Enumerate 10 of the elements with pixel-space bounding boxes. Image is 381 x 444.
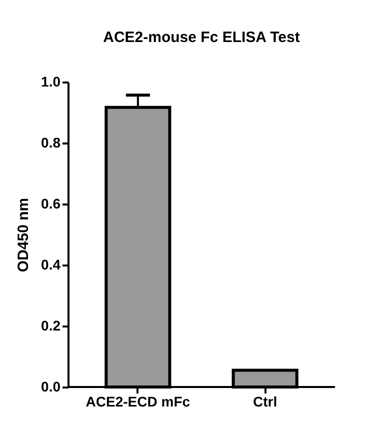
x-tick-label: ACE2-ECD mFc: [86, 394, 190, 410]
y-tick-label: 0.6: [41, 196, 61, 212]
y-tick-label: 0.4: [41, 256, 61, 272]
x-tick-label: Ctrl: [253, 394, 278, 410]
chart-title: ACE2-mouse Fc ELISA Test: [103, 29, 300, 46]
y-tick-label: 0.0: [41, 378, 61, 394]
y-axis-title: OD450 nm: [15, 198, 32, 272]
y-tick-label: 0.2: [41, 318, 61, 334]
y-tick-label: 1.0: [41, 74, 61, 90]
y-tick-label: 0.8: [41, 134, 61, 150]
